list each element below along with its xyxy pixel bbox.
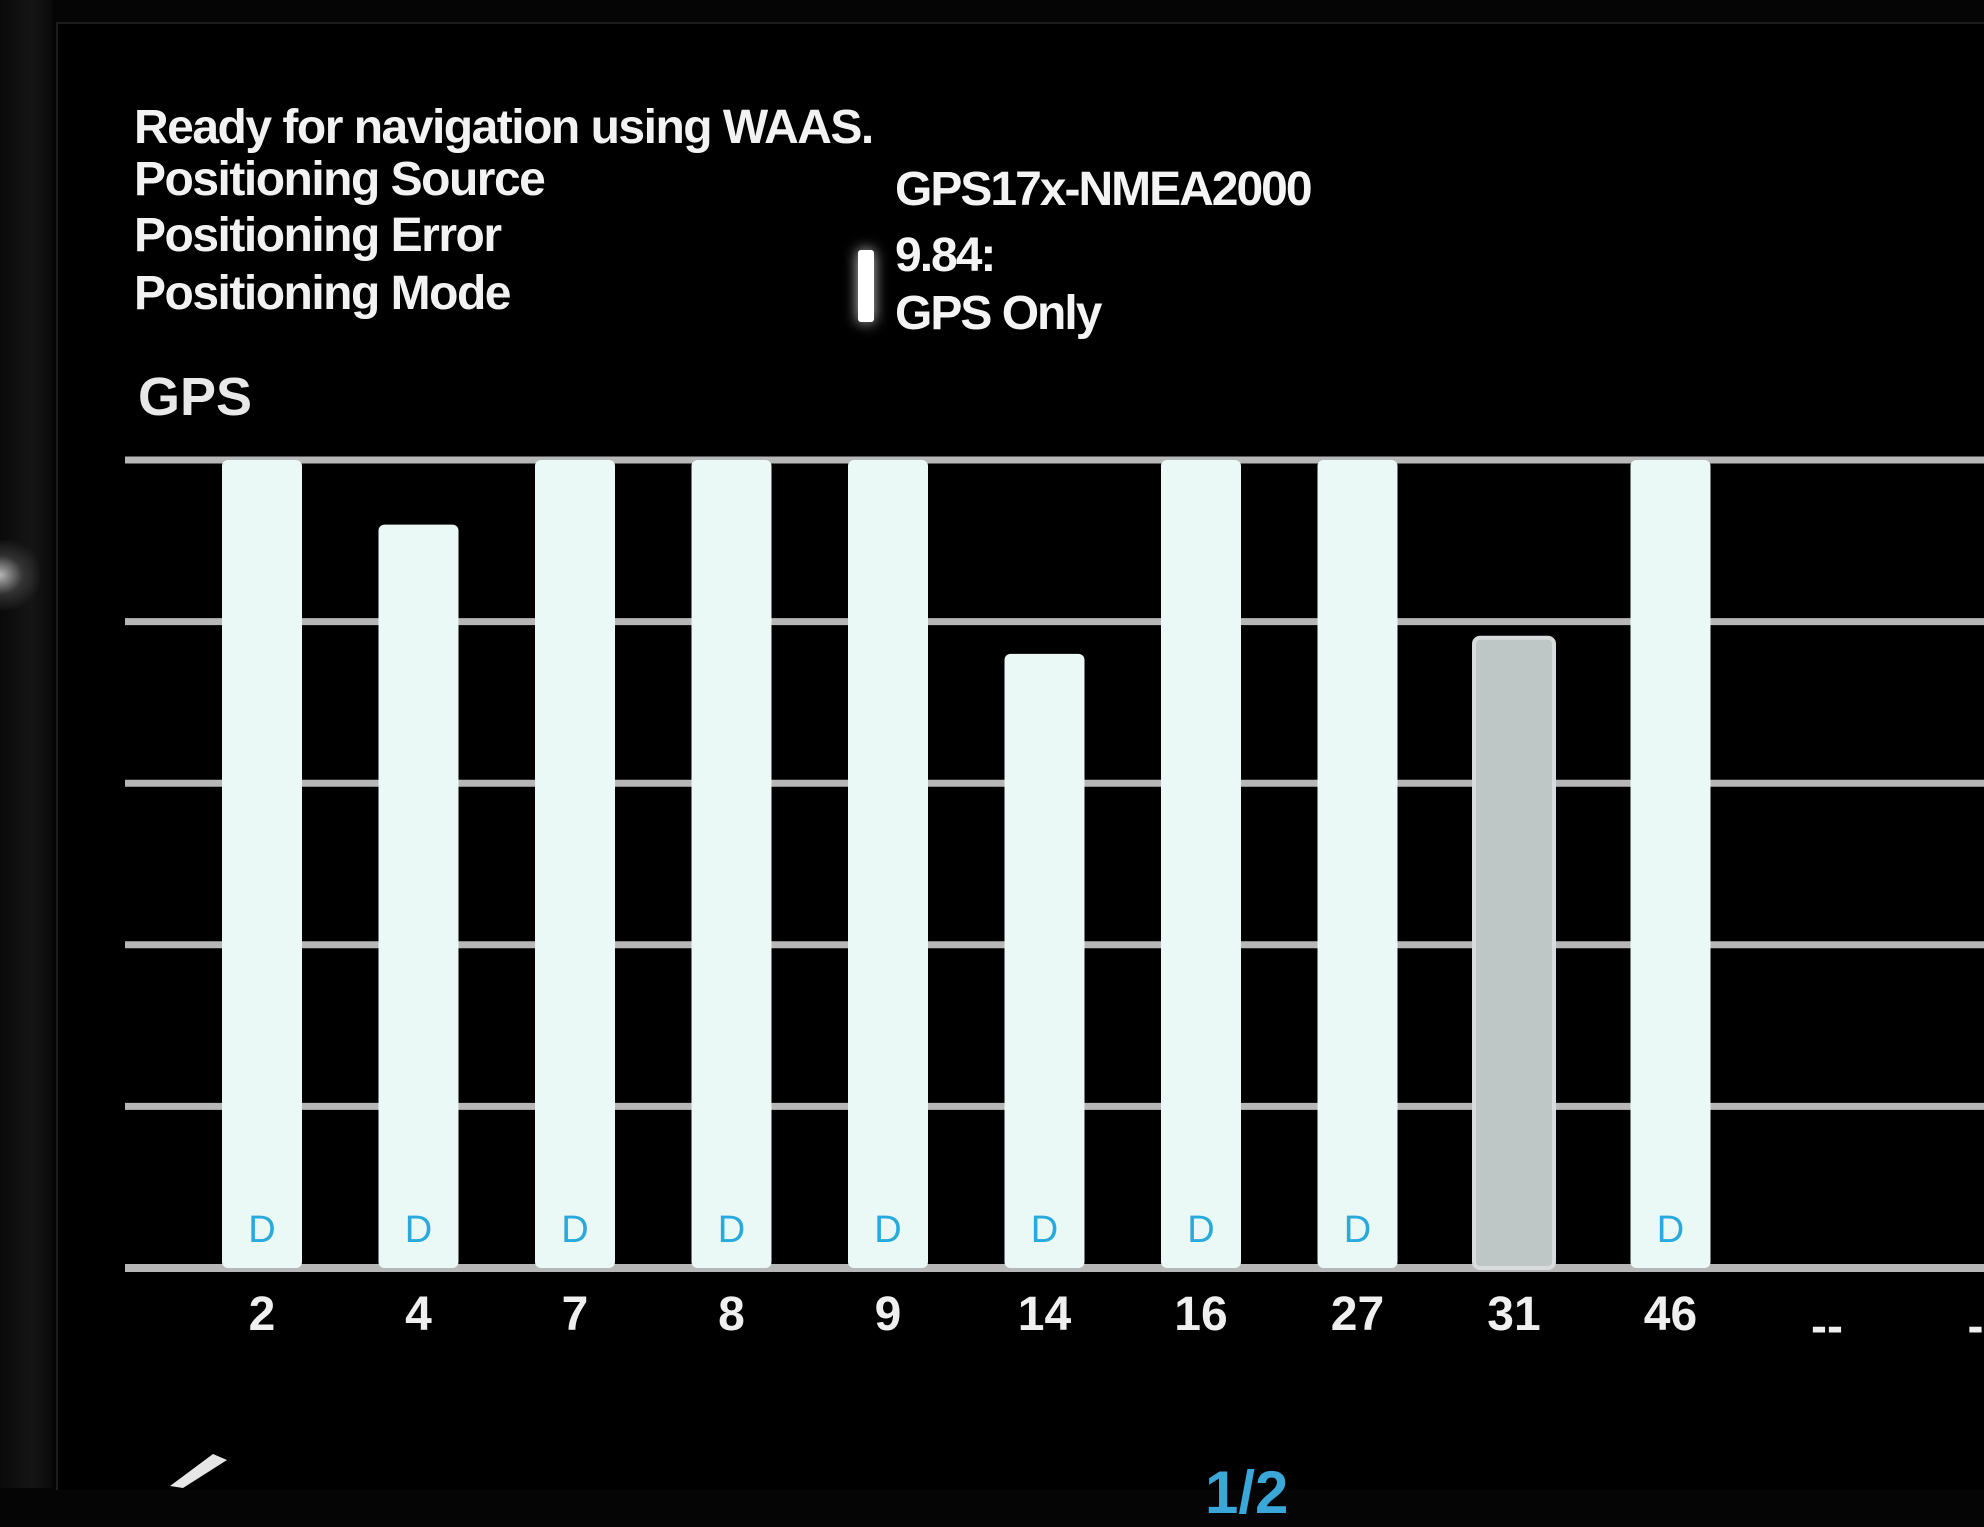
empty-slot-label: -- (1968, 1300, 1984, 1353)
differential-flag-4: D (405, 1209, 432, 1251)
light-glare (0, 540, 40, 610)
differential-flag-9: D (874, 1209, 901, 1251)
positioning-error-label: Positioning Error (134, 209, 502, 262)
satellite-bar-7 (535, 460, 615, 1268)
chart-title: GPS (138, 367, 253, 427)
satellite-id-label: 8 (718, 1288, 745, 1341)
status-message: Ready for navigation using WAAS. (134, 101, 874, 154)
satellite-signal-chart: D D D D D D D D D 2 4 7 8 9 14 16 27 31 46 -- -- (125, 456, 1984, 1353)
differential-flag-8: D (718, 1209, 745, 1251)
positioning-mode-label: Positioning Mode (134, 267, 511, 320)
positioning-source-label: Positioning Source (134, 153, 546, 206)
pencil-icon[interactable] (165, 1448, 235, 1488)
page-indicator[interactable]: 1/2 (1205, 1459, 1289, 1526)
positioning-source-value: GPS17x-NMEA2000 (895, 163, 1313, 216)
satellite-id-label: 14 (1018, 1288, 1072, 1341)
satellite-bar-46 (1630, 460, 1711, 1268)
satellite-bar-2 (222, 460, 302, 1268)
satellite-id-label: 31 (1487, 1288, 1540, 1341)
satellite-bar-14 (1004, 653, 1085, 1268)
satellite-id-label: 46 (1644, 1288, 1697, 1341)
satellite-bar-9 (848, 460, 928, 1268)
satellite-bar-16 (1161, 460, 1241, 1268)
screen-bezel (0, 0, 52, 1488)
differential-flag-7: D (561, 1209, 588, 1251)
satellite-id-label: 27 (1331, 1288, 1384, 1341)
empty-slot-label: -- (1811, 1300, 1843, 1353)
satellite-id-label: 9 (875, 1288, 902, 1341)
satellite-bar-27 (1317, 460, 1398, 1268)
positioning-mode-value: GPS Only (895, 287, 1102, 340)
satellite-id-label: 4 (405, 1288, 432, 1341)
satellite-bar-8 (691, 460, 772, 1268)
differential-flag-27: D (1344, 1209, 1371, 1251)
differential-flag-14: D (1031, 1209, 1058, 1251)
text-cursor-mark (858, 250, 874, 322)
satellite-id-label: 7 (562, 1288, 589, 1341)
positioning-error-value: 9.84: (895, 229, 996, 282)
satellite-bar-31 (1472, 635, 1556, 1270)
satellite-bar-4 (378, 524, 459, 1268)
satellite-id-label: 16 (1174, 1288, 1227, 1341)
chart-tick-labels: 2 4 7 8 9 14 16 27 31 46 -- -- (249, 1288, 1984, 1353)
satellite-id-label: 2 (249, 1288, 276, 1341)
differential-flag-16: D (1187, 1209, 1214, 1251)
differential-flag-2: D (248, 1209, 275, 1251)
differential-flag-46: D (1657, 1209, 1684, 1251)
